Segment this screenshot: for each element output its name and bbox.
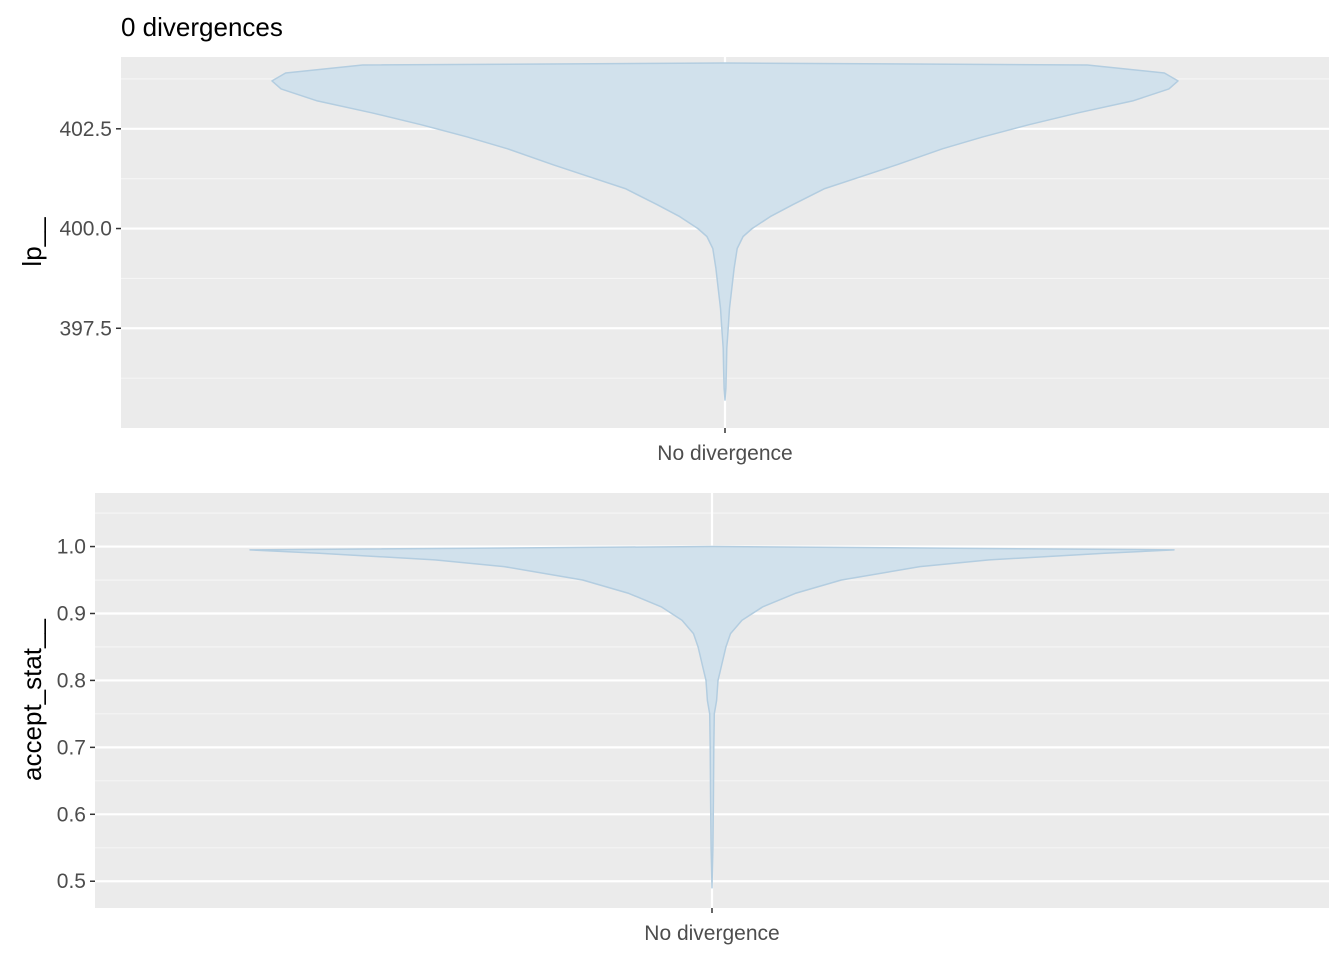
violin-body [271,62,1179,401]
x-tick-labels: No divergence [644,908,780,945]
y-tick-label: 1.0 [57,536,86,559]
y-tick-label: 0.6 [57,803,86,826]
panel-accept-stat: 0.5 0.6 0.7 0.8 0.9 1.0 No divergence accept_… [17,493,1329,945]
y-tick-labels: 0.5 0.6 0.7 0.8 0.9 1.0 [57,536,95,893]
y-tick-label: 0.9 [57,602,86,625]
y-tick-label: 0.5 [57,870,86,893]
x-tick-label: No divergence [644,922,779,945]
x-tick-label: No divergence [657,442,792,465]
violin-shape [271,62,1179,401]
y-axis-title: accept_stat__ [17,619,47,781]
violin-shape [249,545,1175,889]
y-axis-title: lp__ [17,217,47,267]
y-tick-label: 402.5 [59,118,112,141]
violin-body [249,545,1175,889]
y-tick-label: 397.5 [59,317,112,340]
y-tick-label: 0.8 [57,669,86,692]
y-tick-labels: 397.5 400.0 402.5 [59,118,121,340]
chart-title: 0 divergences [121,12,283,42]
y-tick-label: 400.0 [59,218,112,241]
panel-lp: 397.5 400.0 402.5 No divergence lp__ [17,57,1329,465]
x-tick-labels: No divergence [657,428,793,465]
y-tick-label: 0.7 [57,736,86,759]
